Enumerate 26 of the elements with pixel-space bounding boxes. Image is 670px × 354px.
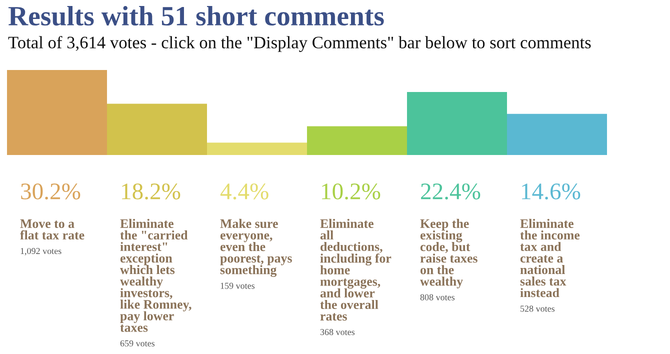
bar (207, 142, 307, 155)
category-label: Eliminate the "carried interest" exception which lets wealthy investors, like Romney, pay lower taxes (120, 218, 192, 332)
text: 1,092 votes (20, 248, 62, 256)
data-label: 18.2% (122, 183, 180, 200)
text: 159 votes (220, 282, 255, 289)
x-tick-label: Move to a flat tax rate (20, 219, 84, 240)
data-label: 4.4% (220, 183, 268, 200)
bar (107, 104, 207, 155)
bar (507, 114, 607, 155)
chart-title: Results with 51 short comments (8, 6, 384, 26)
bar (7, 70, 107, 155)
text: 528 votes (520, 306, 555, 312)
category-label: Eliminate all deductions, including for home mortgages, and lower the overall rates (320, 218, 392, 321)
data-label: 14.6% (522, 183, 580, 200)
bar (307, 126, 407, 155)
data-label: 22.4% (421, 183, 480, 200)
text: 368 votes (320, 329, 355, 336)
text: 659 votes (120, 340, 155, 346)
bar (407, 92, 507, 155)
x-tick-label: Eliminate the income tax and create a national sales tax instead (520, 218, 580, 298)
data-label: 10.2% (322, 183, 380, 200)
x-tick-label: Keep the existing code, but raise taxes on the wealthy (420, 218, 478, 288)
x-tick-label: Make sure everyone, even the poorest, pays something (220, 218, 292, 277)
chart-subtitle: Total of 3,614 votes - click on the "Display Comments" bar below to sort comments (8, 36, 591, 52)
text: 808 votes (420, 294, 455, 300)
data-label: 30.2% (21, 183, 80, 200)
